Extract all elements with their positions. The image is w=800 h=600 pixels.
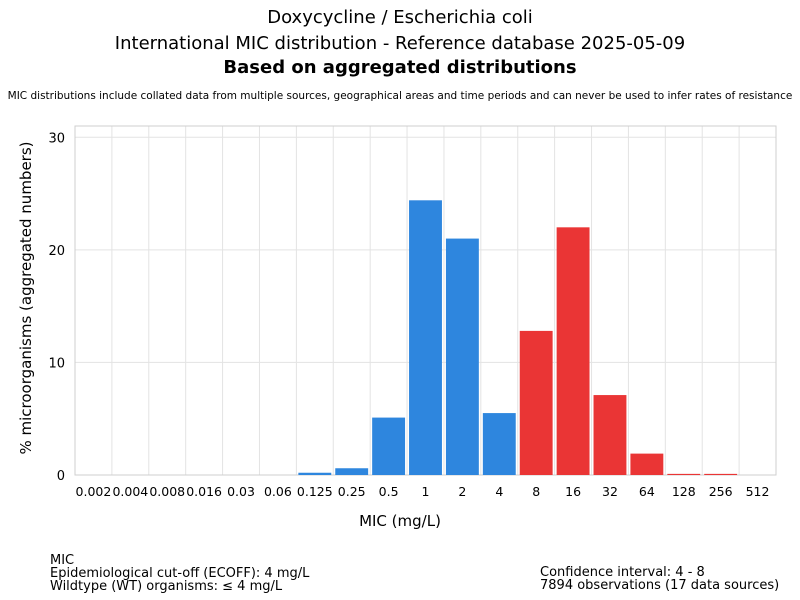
x-tick-label: 0.5 [379,484,399,499]
x-tick-label: 1 [422,484,430,499]
x-tick-label: 0.03 [227,484,255,499]
bar-mic-256 [704,473,738,475]
bar-mic-16 [556,227,590,475]
footer-mic-label: MIC [50,553,75,568]
y-tick-label: 10 [48,356,65,371]
x-tick-label: 0.25 [338,484,366,499]
x-axis-label: MIC (mg/L) [359,512,441,530]
x-tick-label: 0.004 [112,484,148,499]
bar-mic-0.25 [335,468,369,475]
y-tick-label: 30 [48,131,65,146]
x-tick-label: 8 [532,484,540,499]
x-tick-label: 0.06 [264,484,292,499]
x-tick-label: 512 [746,484,770,499]
y-axis-label: % microorganisms (aggregated numbers) [17,141,35,454]
bar-mic-32 [593,395,627,475]
footer-ecoff-info: MIC Epidemiological cut-off (ECOFF): 4 m… [50,554,309,593]
x-tick-label: 2 [458,484,466,499]
bar-mic-64 [630,453,664,475]
x-tick-label: 0.002 [76,484,112,499]
y-tick-labels: 0 10 20 30 [48,131,65,484]
x-tick-labels: 0.002 0.004 0.008 0.016 0.03 0.06 0.125 0.25 0.5… [76,484,770,499]
bar-mic-4 [482,413,516,475]
footer-confidence-interval: Confidence interval: 4 - 8 [540,565,705,580]
bar-mic-2 [445,238,479,475]
bar-layer [298,200,738,475]
bar-mic-128 [667,473,701,475]
x-tick-label: 256 [709,484,733,499]
x-tick-label: 16 [565,484,581,499]
x-tick-label: 32 [602,484,618,499]
chart-title-line-2: International MIC distribution - Referen… [114,33,686,54]
chart-title-line-3: Based on aggregated distributions [223,57,577,78]
chart-disclaimer-note: MIC distributions include collated data … [7,90,793,102]
x-tick-label: 0.008 [149,484,185,499]
bar-mic-1 [409,200,442,475]
footer-stats-info: Confidence interval: 4 - 8 7894 observat… [540,566,779,592]
x-tick-label: 4 [495,484,503,499]
x-tick-label: 0.016 [186,484,222,499]
x-tick-label: 64 [639,484,655,499]
footer-observations: 7894 observations (17 data sources) [540,578,780,593]
chart-title-line-1: Doxycycline / Escherichia coli [267,7,533,28]
y-tick-label: 0 [57,469,65,484]
bar-mic-8 [519,330,553,475]
x-tick-label: 128 [672,484,696,499]
footer-wildtype: Wildtype (WT) organisms: ≤ 4 mg/L [50,579,283,594]
bar-mic-0.125 [298,472,332,475]
y-tick-label: 20 [48,244,65,259]
footer-ecoff: Epidemiological cut-off (ECOFF): 4 mg/L [50,566,310,581]
bar-mic-0.5 [372,417,406,475]
x-tick-label: 0.125 [297,484,333,499]
